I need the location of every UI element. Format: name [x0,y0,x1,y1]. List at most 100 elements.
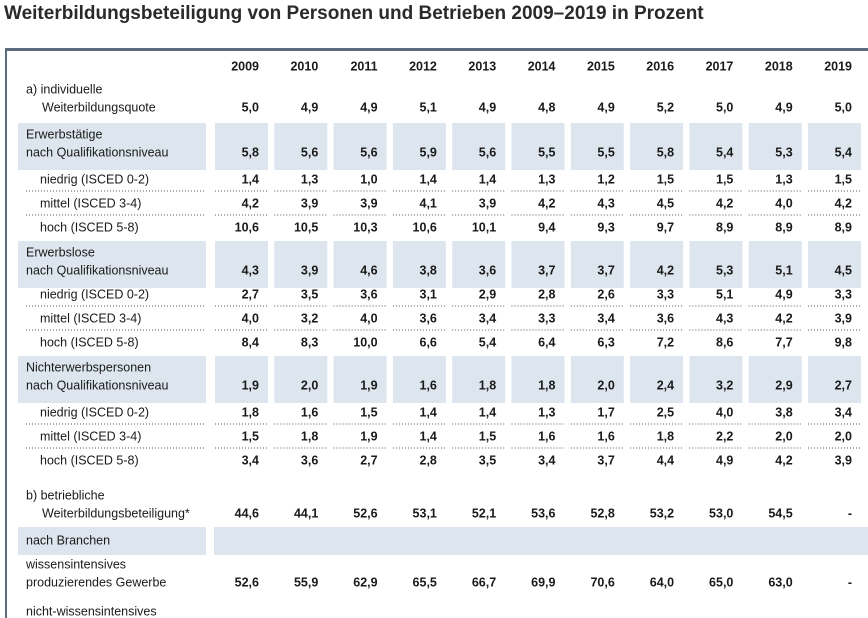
cell-value: 54,5 [768,506,792,520]
cell-value: 4,9 [775,100,792,114]
cell-value: 1,6 [597,429,614,443]
cell-value: 1,8 [479,378,496,392]
row-label: a) individuelle [26,82,102,96]
cell-value: 62,9 [353,575,377,589]
cell-value: 3,6 [301,453,318,467]
row-label: Erwerbstätige [26,127,102,141]
cell-shade [215,356,268,403]
cell-value: 4,2 [716,196,733,210]
cell-value: 3,3 [538,311,555,325]
cell-value: 8,9 [716,220,733,234]
cell-value: 9,8 [835,335,852,349]
cell-value: 5,5 [538,145,555,159]
row-label: niedrig (ISCED 0-2) [40,405,149,419]
cell-value: 7,7 [775,335,792,349]
column-header: 2010 [290,59,318,73]
cell-shade [808,356,861,403]
cell-shade [452,123,506,170]
cell-shade [570,123,624,170]
row-shade [18,527,206,555]
cell-value: 44,1 [294,506,318,520]
cell-value: 3,4 [242,453,259,467]
cell-shade [570,241,624,288]
cell-value: 64,0 [650,575,674,589]
cell-value: 55,9 [294,575,318,589]
cell-value: 2,9 [775,378,792,392]
cell-shade [214,527,868,555]
cell-value: 3,4 [835,405,852,419]
row-label: b) betriebliche [26,488,105,502]
row-label: mittel (ISCED 3-4) [40,429,141,443]
cell-value: 3,6 [657,311,674,325]
cell-shade [748,123,802,170]
cell-value: 8,9 [835,220,852,234]
cell-value: 8,6 [716,335,733,349]
cell-value: 2,5 [657,405,674,419]
title: Weiterbildungsbeteiligung von Personen u… [4,3,704,24]
cell-value: 10,6 [413,220,437,234]
row-label: hoch (ISCED 5-8) [40,220,139,234]
column-header: 2018 [765,59,793,73]
cell-value: 6,6 [420,335,437,349]
cell-value: 3,4 [597,311,614,325]
cell-value: 4,6 [360,263,377,277]
cell-shade [689,241,743,288]
cell-value: 4,9 [360,100,377,114]
cell-value: 2,8 [420,453,437,467]
cell-value: 1,5 [657,172,674,186]
cell-value: 69,9 [531,575,555,589]
cell-value: 4,2 [775,453,792,467]
cell-value: 1,5 [716,172,733,186]
row-shade [18,241,206,288]
cell-value: 5,2 [657,100,674,114]
cell-value: 1,8 [301,429,318,443]
cell-value: 2,7 [242,287,259,301]
cell-value: 53,0 [709,506,733,520]
row-shade [18,356,206,403]
cell-value: 3,1 [420,287,437,301]
cell-value: 5,0 [242,100,259,114]
cell-value: 3,8 [420,263,437,277]
cell-value: 10,6 [235,220,259,234]
column-header: 2015 [587,59,615,73]
cell-value: 44,6 [235,506,259,520]
cell-shade [333,356,387,403]
cell-shade [630,356,684,403]
cell-value: 4,0 [242,311,259,325]
cell-shade [808,123,861,170]
cell-value: 3,3 [835,287,852,301]
row-label: nicht-wissensintensives [26,604,157,618]
cell-value: 2,0 [597,378,614,392]
cell-shade [689,356,743,403]
cell-value: 2,9 [479,287,496,301]
row-label: wissensintensives [25,557,126,571]
cell-value: 2,4 [657,378,674,392]
cell-value: 1,8 [657,429,674,443]
cell-value: 1,4 [420,405,437,419]
column-header: 2013 [468,59,496,73]
cell-value: 5,6 [360,145,377,159]
cell-value: 1,3 [301,172,318,186]
column-header: 2009 [231,59,259,73]
cell-value: 4,0 [716,405,733,419]
column-header: 2011 [350,59,377,73]
cell-value: 3,9 [835,453,852,467]
cell-shade [452,241,506,288]
cell-shade [570,356,624,403]
cell-value: 3,3 [657,287,674,301]
row-label: hoch (ISCED 5-8) [40,453,139,467]
cell-value: 2,0 [775,429,792,443]
cell-value: 4,4 [657,453,674,467]
cell-value: 1,7 [597,405,614,419]
cell-value: 8,9 [775,220,792,234]
cell-value: 63,0 [768,575,792,589]
cell-value: 4,3 [716,311,733,325]
cell-value: 3,6 [479,263,496,277]
cell-value: 52,1 [472,506,496,520]
cell-shade [630,241,684,288]
cell-value: 4,9 [301,100,318,114]
cell-value: 2,2 [716,429,733,443]
cell-value: 6,4 [538,335,555,349]
cell-value: 3,4 [479,311,496,325]
